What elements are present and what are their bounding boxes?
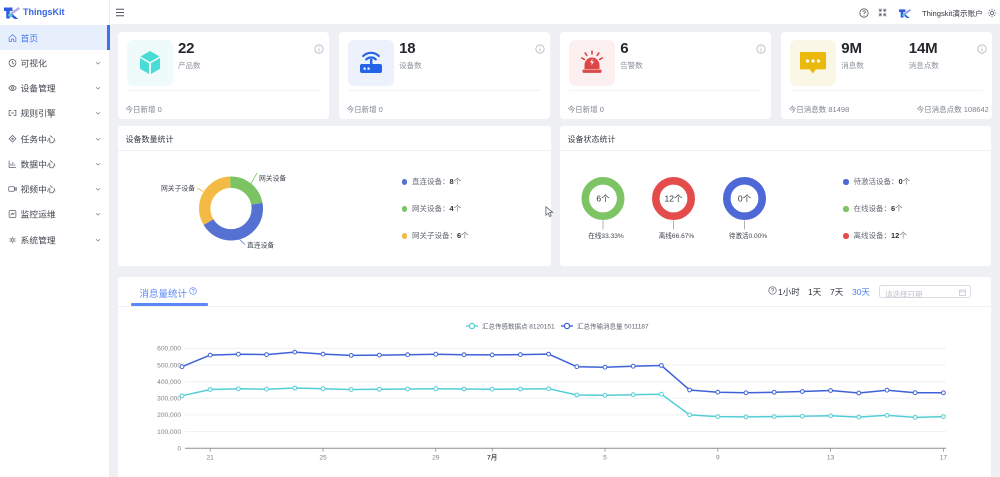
svg-text:0个: 0个 — [738, 194, 752, 204]
svg-text:13: 13 — [827, 455, 835, 462]
svg-text:汇总传输消息量 5011187: 汇总传输消息量 5011187 — [577, 321, 649, 330]
svg-text:待激活0.00%: 待激活0.00% — [729, 231, 768, 240]
svg-text:0: 0 — [177, 445, 181, 452]
svg-text:500,000: 500,000 — [157, 362, 181, 369]
svg-text:12个: 12个 — [665, 194, 683, 204]
svg-text:汇总传感数据点 8120151: 汇总传感数据点 8120151 — [482, 321, 555, 330]
svg-text:9: 9 — [716, 455, 720, 462]
svg-text:7月: 7月 — [487, 454, 497, 462]
svg-text:21: 21 — [207, 455, 215, 462]
svg-text:600,000: 600,000 — [157, 346, 181, 353]
svg-text:离线66.67%: 离线66.67% — [659, 231, 695, 240]
svg-text:300,000: 300,000 — [157, 396, 181, 403]
svg-text:29: 29 — [432, 455, 440, 462]
svg-text:6个: 6个 — [596, 194, 610, 204]
svg-text:200,000: 200,000 — [157, 412, 181, 419]
svg-text:100,000: 100,000 — [157, 429, 181, 436]
svg-text:网关设备: 网关设备 — [259, 174, 286, 183]
svg-text:5: 5 — [603, 455, 607, 462]
svg-text:在线33.33%: 在线33.33% — [588, 231, 624, 240]
svg-text:25: 25 — [319, 455, 327, 462]
svg-text:400,000: 400,000 — [157, 379, 181, 386]
svg-text:网关子设备: 网关子设备 — [161, 184, 195, 193]
svg-text:直连设备: 直连设备 — [247, 241, 274, 250]
svg-text:17: 17 — [940, 455, 948, 462]
